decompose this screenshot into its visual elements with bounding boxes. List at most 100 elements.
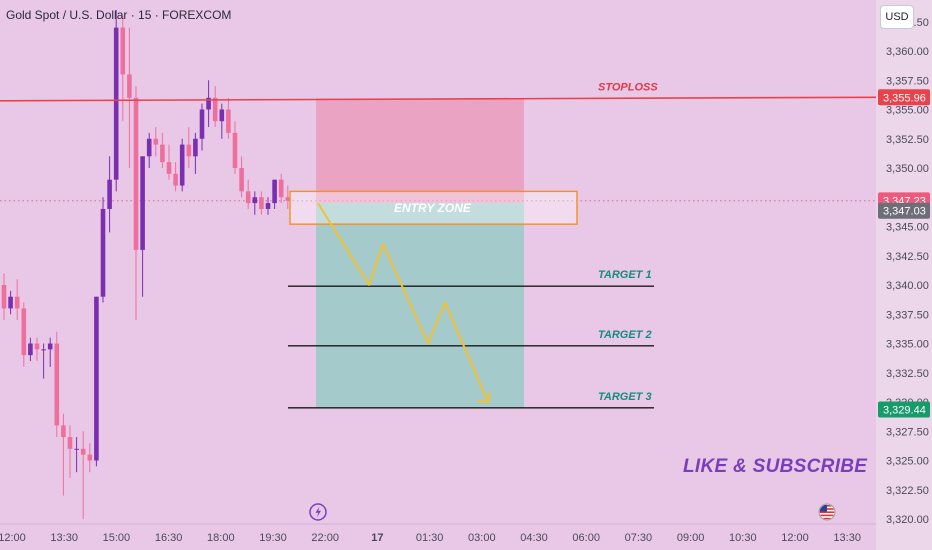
candle [47,337,53,367]
candle [272,179,277,209]
candle [219,103,225,139]
target-label: TARGET 3 [598,391,652,403]
time-tick-label: 16:30 [155,532,183,544]
price-tick-label: 3,332.50 [886,368,929,380]
time-tick-label: 13:30 [833,532,861,544]
candles-group [1,10,291,519]
candle [160,132,165,168]
candle [21,302,27,367]
candle [94,296,99,467]
targets-group: TARGET 1 TARGET 2 TARGET 3 [288,269,654,409]
candle [28,337,33,362]
candle [1,273,7,321]
target-label: TARGET 2 [598,329,652,341]
candle [239,156,244,198]
candle [199,103,205,151]
time-tick-label: 06:00 [572,532,600,544]
time-tick-label: 12:00 [0,532,26,544]
candle [206,80,211,128]
candle [100,197,106,303]
price-tick-label: 3,340.00 [886,280,929,292]
time-tick-label: 10:30 [729,532,757,544]
price-tick-label: 3,350.00 [886,163,929,175]
candle [54,331,60,438]
candle [179,138,185,192]
price-tick-label: 3,320.00 [886,514,929,526]
price-tick-label: 3,335.00 [886,339,929,351]
price-tick-label: 3,325.00 [886,456,929,468]
price-tick-label: 3,355.00 [886,105,929,117]
candle [212,86,218,128]
candle [265,197,271,215]
candle [186,127,192,168]
candle [245,179,251,209]
candle [226,97,231,139]
price-tick-label: 3,345.00 [886,222,929,234]
time-tick-label: 15:00 [103,532,131,544]
price-tag-target3-price: 3,329.44 [878,401,930,418]
svg-text:3,329.44: 3,329.44 [883,405,926,417]
candle [41,343,46,379]
candle [146,132,152,168]
price-tick-label: 3,357.50 [886,75,929,87]
risk-zone [316,98,524,204]
candle [232,121,238,174]
time-tick-label: 17 [371,532,383,544]
price-tick-label: 3,360.00 [886,46,929,58]
us-flag-icon[interactable] [818,503,836,521]
candle [285,185,291,209]
price-tag-current: 3,347.03 [878,202,930,219]
candle [166,144,172,180]
time-tick-label: 09:00 [677,532,705,544]
time-tick-label: 22:00 [311,532,339,544]
time-axis-ticks: 12:00 13:30 15:00 16:30 18:00 19:30 22:00 17 01:… [0,532,861,544]
candle [278,173,284,204]
price-tick-label: 3,337.50 [886,309,929,321]
price-tick-label: 3,352.50 [886,134,929,146]
candle [120,15,126,122]
projected-path-arrow[interactable] [317,202,489,403]
reward-zone [316,203,524,409]
candle [133,86,139,321]
time-tick-label: 01:30 [416,532,444,544]
currency-button[interactable]: USD [880,5,914,29]
price-tick-label: 3,342.50 [886,251,929,263]
projected-path-arrowhead [477,391,491,404]
price-tag-stoploss: 3,355.96 [878,89,930,106]
time-tick-label: 19:30 [259,532,287,544]
entry-zone-label: ENTRY ZONE [394,201,472,215]
stoploss-line[interactable] [0,96,877,102]
event-lightning-icon[interactable] [309,503,327,521]
candle [173,162,178,192]
price-tick-label: 3,327.50 [886,426,929,438]
time-tick-label: 07:30 [625,532,653,544]
chart-title: Gold Spot / U.S. Dollar · 15 · FOREXCOM [6,8,232,22]
candle [14,279,20,321]
candle [153,127,159,157]
price-tick-label: 3,322.50 [886,485,929,497]
svg-text:3,355.96: 3,355.96 [883,92,926,104]
candle [140,156,145,297]
entry-zone-box[interactable] [289,190,578,225]
like-subscribe-text: LIKE & SUBSCRIBE [683,456,868,477]
candle [34,337,40,362]
candle [193,132,198,174]
time-tick-label: 12:00 [781,532,809,544]
target-label: TARGET 1 [598,269,652,281]
time-tick-label: 03:00 [468,532,496,544]
candle [127,27,132,168]
candle [259,191,264,215]
candle [74,437,79,473]
candle [61,413,66,496]
price-tags-group: 3,355.963,347.233,347.033,329.44 [878,89,930,418]
candle [87,442,93,473]
candle [252,191,258,215]
candle [107,156,112,233]
candle [8,290,13,315]
time-tick-label: 04:30 [520,532,548,544]
candle [67,425,73,479]
time-tick-label: 18:00 [207,532,235,544]
time-tick-label: 13:30 [50,532,78,544]
stoploss-label: STOPLOSS [598,81,658,93]
